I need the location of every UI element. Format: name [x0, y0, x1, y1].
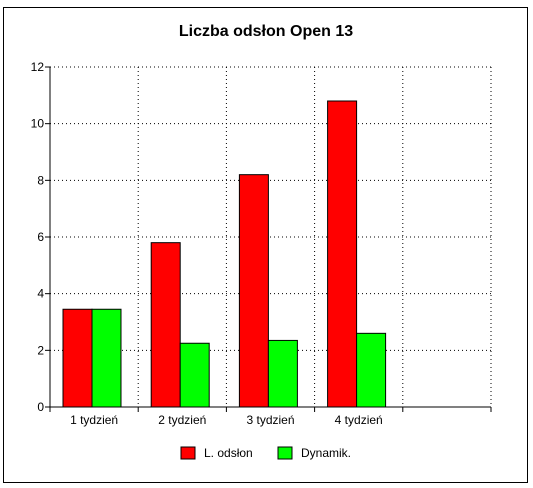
- bar-l-odslon: [150, 242, 181, 408]
- y-tick-label: 10: [31, 117, 45, 131]
- bar-dynamik: [267, 339, 298, 408]
- legend: L. odsłon Dynamik.: [180, 446, 351, 460]
- y-tick-label: 12: [31, 60, 45, 74]
- y-tick-label: 8: [37, 173, 44, 187]
- bar-l-odslon: [238, 174, 269, 408]
- legend-label: L. odsłon: [204, 446, 253, 460]
- x-tick-label: 1 tydzień: [70, 413, 118, 427]
- x-tick-label: 3 tydzień: [246, 413, 294, 427]
- x-axis-ticks: 1 tydzień 2 tydzień 3 tydzień 4 tydzień: [49, 407, 492, 427]
- y-tick-label: 6: [37, 230, 44, 244]
- bar-l-odslon: [327, 100, 358, 408]
- chart-title: Liczba odsłon Open 13: [179, 23, 353, 40]
- legend-swatch: [277, 446, 293, 460]
- x-tick-label: 4 tydzień: [335, 413, 383, 427]
- x-tick-label: 2 tydzień: [158, 413, 206, 427]
- legend-label: Dynamik.: [301, 446, 351, 460]
- y-tick-label: 0: [37, 400, 44, 414]
- y-tick-label: 4: [37, 287, 44, 301]
- bar-dynamik: [179, 342, 210, 408]
- bar-l-odslon: [62, 308, 93, 408]
- legend-swatch: [180, 446, 196, 460]
- bar-dynamik: [356, 332, 387, 408]
- bars: [62, 100, 387, 408]
- y-tick-label: 2: [37, 343, 44, 357]
- bar-dynamik: [91, 308, 122, 408]
- y-axis-ticks: 0 2 4 6 8 10 12: [31, 60, 50, 414]
